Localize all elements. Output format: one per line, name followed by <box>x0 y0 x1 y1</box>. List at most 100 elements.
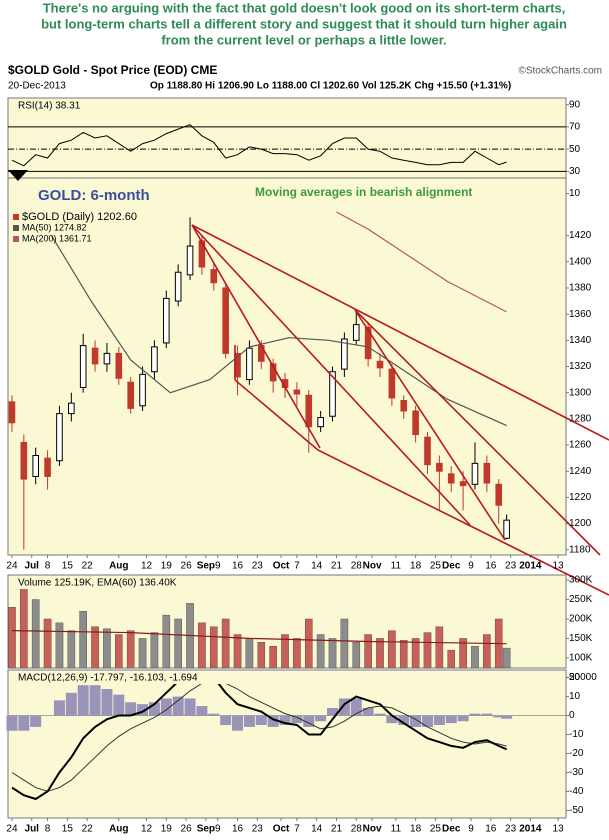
x-tick-label: 2014 <box>519 824 542 835</box>
histogram-bar <box>101 688 113 716</box>
x-tick-label: 9 <box>468 824 474 835</box>
title-box <box>9 672 238 684</box>
histogram-bar <box>30 715 42 727</box>
volume-bar <box>376 638 384 669</box>
candle-body <box>412 410 419 436</box>
trend-line <box>354 309 506 541</box>
y-tick-label: 1200 <box>569 518 592 529</box>
volume-bar <box>198 622 206 669</box>
candle-body <box>341 338 348 370</box>
histogram-bar <box>65 692 77 716</box>
histogram-bar <box>18 715 30 731</box>
legend-swatch <box>13 225 19 231</box>
volume-bar <box>471 646 479 669</box>
y-tick-label: 1240 <box>569 466 592 477</box>
candle-body <box>388 368 396 399</box>
x-tick-label: 28 <box>351 561 363 572</box>
histogram-bar <box>374 713 386 716</box>
caption-line: but long-term charts tell a different st… <box>41 16 567 31</box>
volume-bar <box>257 642 266 669</box>
x-tick-label: Sep <box>197 561 215 572</box>
candle-body <box>210 269 218 284</box>
x-tick-label: 11 <box>391 561 402 572</box>
histogram-bar <box>196 706 208 716</box>
candle-body <box>329 371 336 417</box>
histogram-bar <box>457 715 469 722</box>
volume-bar <box>174 618 182 669</box>
histogram-bar <box>421 715 433 727</box>
title-box <box>9 100 98 112</box>
candle-body <box>376 360 384 369</box>
y-tick-label: 150K <box>569 633 593 644</box>
legend-entry: MA(200) 1361.71 <box>22 233 92 243</box>
histogram-bar <box>148 702 160 716</box>
x-tick-label: 25 <box>430 561 442 572</box>
x-tick-label: Dec <box>442 824 461 835</box>
y-tick-label: 1380 <box>569 283 592 294</box>
volume-bar <box>115 634 123 669</box>
panel-title: Volume 125.19K, EMA(60) 136.40K <box>18 578 177 589</box>
volume-bar <box>316 634 325 669</box>
histogram-bar <box>6 715 18 731</box>
volume-bar <box>8 607 16 669</box>
x-tick-label: 23 <box>252 824 264 835</box>
annotation: GOLD: 6-month <box>38 187 150 204</box>
x-tick-label: 11 <box>391 824 402 835</box>
y-tick-label: 1300 <box>569 387 592 398</box>
volume-bar <box>411 638 420 669</box>
x-tick-label: 15 <box>62 824 74 835</box>
x-tick-label: 9 <box>468 561 474 572</box>
histogram-bar <box>398 715 410 726</box>
candle-body <box>424 436 431 466</box>
volume-bar <box>126 630 135 669</box>
volume-bar <box>364 634 372 669</box>
x-tick-label: 16 <box>485 561 497 572</box>
volume-bar <box>459 638 467 669</box>
volume-bar <box>221 618 230 669</box>
volume-bar <box>103 628 111 669</box>
candle-body <box>8 401 16 424</box>
candle-body <box>91 347 99 365</box>
x-tick-label: 8 <box>45 561 51 572</box>
histogram-bar <box>89 685 101 716</box>
volume-bar <box>79 610 87 669</box>
candle-body <box>293 389 301 395</box>
volume-bar <box>293 638 301 669</box>
volume-bar <box>388 630 396 669</box>
volume-bar <box>328 638 337 669</box>
y-tick-label: 1280 <box>569 414 592 425</box>
volume-bar <box>43 618 52 669</box>
x-tick-label: 21 <box>331 561 343 572</box>
x-tick-label: 22 <box>82 561 94 572</box>
y-tick-label: 250K <box>569 594 593 605</box>
y-tick-label: 0 <box>569 710 575 721</box>
histogram-bar <box>350 698 362 716</box>
volume-bar <box>150 632 159 669</box>
y-tick-label: 1220 <box>569 492 592 503</box>
x-tick-label: 19 <box>161 561 173 572</box>
x-tick-label: Nov <box>363 824 382 835</box>
y-tick-label: 1340 <box>569 335 592 346</box>
trend-lines <box>191 224 609 596</box>
histogram-bar <box>125 702 137 716</box>
symbol: $GOLD Gold - Spot Price (EOD) CME <box>8 63 217 77</box>
x-tick-label: 18 <box>410 561 422 572</box>
x-tick-label: 24 <box>6 824 18 835</box>
histogram-bar <box>243 715 255 727</box>
x-tick-label: 9 <box>215 824 221 835</box>
x-tick-label: 13 <box>553 824 565 835</box>
quote: Op 1188.80 Hi 1206.90 Lo 1188.00 Cl 1202… <box>150 81 511 92</box>
y-tick-label: 20 <box>569 672 581 683</box>
histogram-bar <box>386 715 398 724</box>
volume-bar <box>399 640 408 669</box>
macd-line <box>11 672 507 801</box>
x-tick-label: 9 <box>215 561 221 572</box>
candle-body <box>115 352 123 379</box>
legend-swatch <box>13 236 19 242</box>
volume-bar <box>423 632 432 669</box>
annotation: Moving averages in bearish alignment <box>255 185 472 199</box>
histogram-bar <box>160 698 172 716</box>
candle-body <box>471 462 479 485</box>
candle-body <box>364 326 372 360</box>
candle-body <box>483 462 491 484</box>
